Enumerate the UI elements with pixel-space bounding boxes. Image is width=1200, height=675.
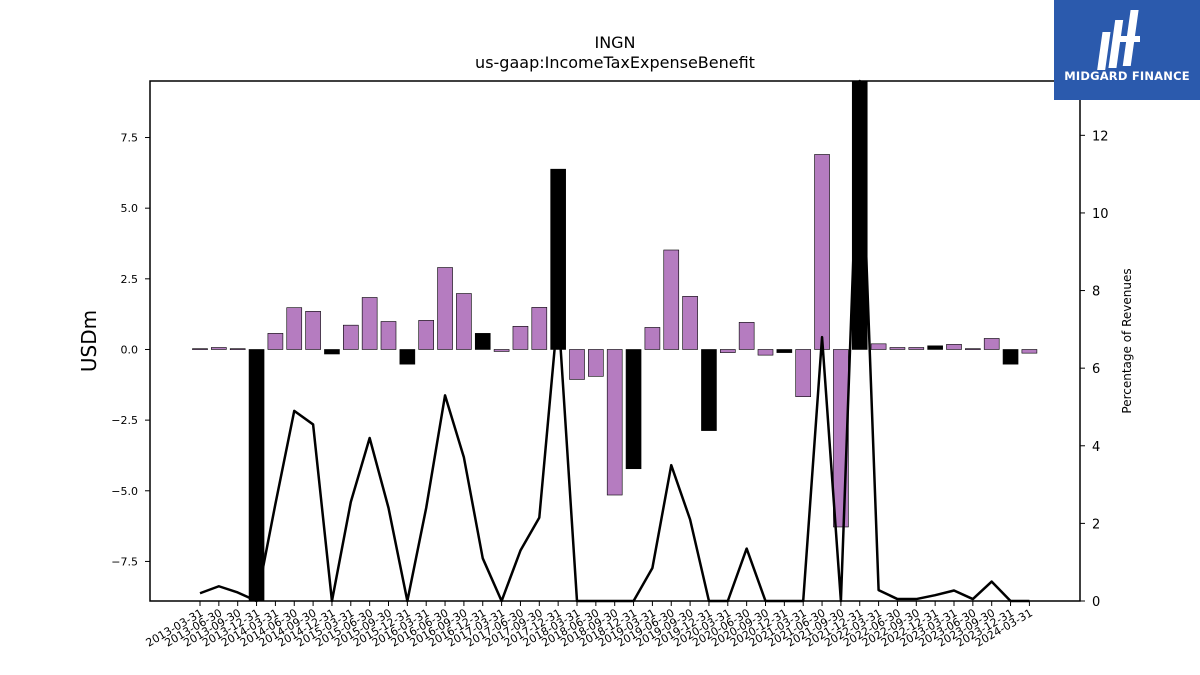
bar [701, 349, 717, 431]
bar [1002, 349, 1019, 365]
bar [361, 297, 378, 350]
bar [795, 349, 812, 397]
y-tick-label: 5.0 [121, 202, 139, 215]
bar [908, 347, 925, 350]
brand-name: MIDGARD FINANCE [1064, 69, 1190, 83]
bar [644, 327, 661, 350]
bar [719, 349, 736, 353]
bar [324, 349, 340, 355]
y2-axis-label: Percentage of Revenues [1120, 268, 1134, 413]
y-tick-label: −5.0 [111, 485, 138, 498]
bar [965, 348, 981, 350]
y2-tick-label: 4 [1092, 440, 1100, 455]
bar [946, 344, 962, 350]
bar [663, 249, 680, 350]
bar [606, 349, 623, 496]
bar [927, 345, 943, 350]
bar [512, 325, 529, 350]
bar [437, 267, 453, 350]
bar [380, 321, 397, 350]
bar [738, 322, 755, 350]
y-axis-label: USDm [77, 310, 101, 372]
bar [983, 338, 1000, 350]
plot-area [192, 79, 1038, 603]
bar [267, 333, 284, 350]
bar [550, 168, 566, 350]
y2-tick-label: 2 [1092, 517, 1100, 532]
bar [682, 296, 698, 350]
chart-subtitle: us-gaap:IncomeTaxExpenseBenefit [475, 53, 755, 72]
y2-tick-label: 10 [1092, 207, 1109, 222]
y2-tick-label: 0 [1092, 595, 1100, 610]
brand-logo: MIDGARD FINANCE [1054, 0, 1200, 100]
bar [1021, 349, 1038, 354]
bar [588, 349, 604, 377]
bar [399, 349, 416, 365]
bar [474, 333, 491, 350]
logo-mark-icon [1097, 10, 1140, 70]
bar [286, 307, 303, 350]
bar [776, 349, 793, 353]
y-tick-label: 7.5 [121, 132, 139, 145]
y-tick-label: −2.5 [111, 414, 138, 427]
bar [229, 348, 246, 350]
bar [625, 349, 642, 470]
y-tick-label: 0.0 [121, 343, 139, 356]
y2-tick-label: 8 [1092, 285, 1100, 300]
chart-title: INGN [594, 33, 635, 52]
bar [889, 347, 906, 350]
y2-tick-label: 12 [1092, 129, 1109, 144]
y2-tick-label: 6 [1092, 362, 1100, 377]
bar [342, 324, 359, 350]
bar [569, 349, 585, 380]
series-line [199, 79, 1030, 603]
bar [493, 349, 510, 352]
bar [757, 349, 774, 356]
bar [870, 343, 887, 350]
bar [305, 311, 321, 350]
bar [531, 307, 548, 350]
bar [814, 154, 830, 350]
bar [418, 320, 435, 350]
y-tick-label: −7.5 [111, 555, 138, 568]
bar [248, 349, 265, 602]
bar [192, 348, 208, 350]
bar [456, 293, 472, 350]
y-tick-label: 2.5 [121, 273, 139, 286]
bar [211, 347, 227, 350]
